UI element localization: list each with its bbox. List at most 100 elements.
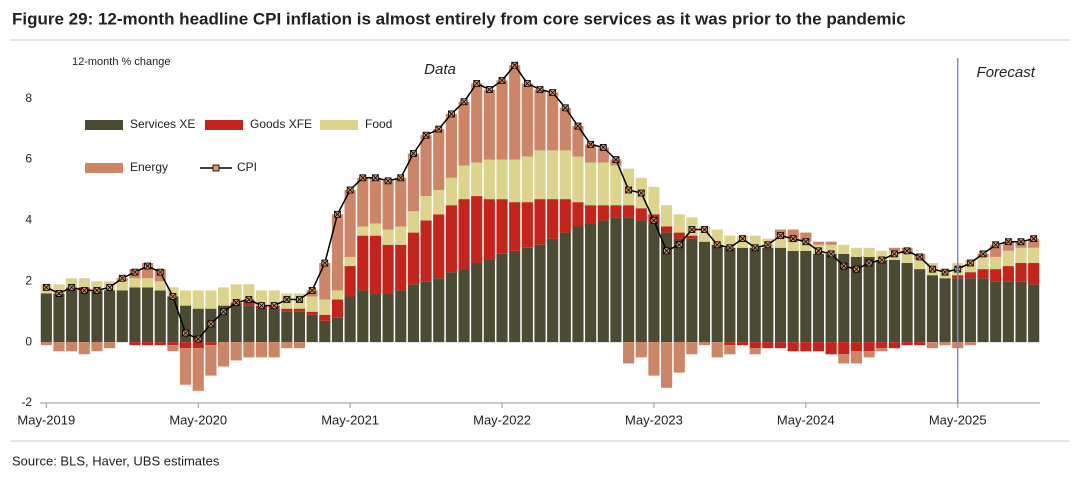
bar-segment xyxy=(357,177,369,227)
bar-segment xyxy=(357,235,369,291)
x-tick-label: May-2021 xyxy=(321,412,379,427)
bar-segment xyxy=(319,263,331,300)
bar-segment xyxy=(1002,250,1014,267)
bar-segment xyxy=(901,253,913,264)
bar-segment xyxy=(116,290,128,343)
bar-segment xyxy=(623,217,635,343)
bar-segment xyxy=(192,348,204,391)
bar-segment xyxy=(91,281,103,291)
bar-segment xyxy=(167,342,179,346)
cpi-marker xyxy=(853,265,860,273)
bar-segment xyxy=(939,342,951,346)
cpi-marker xyxy=(296,296,303,303)
bar-segment xyxy=(521,202,533,248)
bar-segment xyxy=(192,342,204,349)
bar-segment xyxy=(1028,284,1040,343)
bar-segment xyxy=(1002,281,1014,343)
bar-segment xyxy=(812,253,825,343)
cpi-marker xyxy=(283,296,291,303)
cpi-marker xyxy=(751,244,759,252)
bar-segment xyxy=(167,296,179,343)
bar-segment xyxy=(53,293,65,343)
cpi-marker xyxy=(789,235,797,243)
bar-segment xyxy=(344,296,356,343)
cpi-marker xyxy=(891,250,898,258)
bar-segment xyxy=(724,345,736,355)
bar-segment xyxy=(812,241,825,245)
bar-segment xyxy=(774,342,787,349)
bar-segment xyxy=(1015,263,1027,282)
bar-segment xyxy=(116,281,128,291)
bar-segment xyxy=(661,342,673,388)
bar-segment xyxy=(255,290,268,306)
bar-segment xyxy=(939,278,951,343)
bar-segment xyxy=(863,342,875,352)
cpi-marker xyxy=(118,274,126,282)
bar-segment xyxy=(382,293,394,343)
legend-label: CPI xyxy=(237,160,257,174)
bar-segment xyxy=(698,241,711,343)
bar-segment xyxy=(838,354,850,364)
cpi-marker xyxy=(625,186,633,194)
cpi-marker xyxy=(599,143,607,151)
cpi-marker xyxy=(258,302,265,310)
cpi-marker xyxy=(764,241,772,249)
cpi-marker xyxy=(207,320,215,328)
bar-segment xyxy=(914,259,926,270)
bar-segment xyxy=(331,214,344,291)
cpi-marker xyxy=(321,259,329,267)
cpi-marker xyxy=(713,241,721,249)
bar-segment xyxy=(142,342,154,346)
bar-segment xyxy=(40,342,52,346)
bar-segment xyxy=(635,342,647,358)
bar-segment xyxy=(255,342,268,358)
bar-segment xyxy=(78,342,90,355)
bar-segment xyxy=(192,308,204,343)
bar-segment xyxy=(876,348,888,352)
bar-segment xyxy=(268,342,280,358)
bar-segment xyxy=(1015,281,1027,343)
bar-segment xyxy=(990,281,1002,343)
bar-segment xyxy=(471,162,483,197)
bar-segment xyxy=(724,342,736,346)
cpi-marker xyxy=(979,250,987,258)
bar-segment xyxy=(838,253,850,343)
bar-segment xyxy=(762,247,774,343)
bar-segment xyxy=(104,290,116,343)
cpi-marker xyxy=(359,174,367,182)
x-tick-label: May-2020 xyxy=(169,412,227,427)
bar-segment xyxy=(243,305,255,343)
bar-segment xyxy=(559,107,571,151)
bar-segment xyxy=(142,263,154,279)
legend-label: Food xyxy=(365,117,392,131)
bar-segment xyxy=(572,156,584,203)
bar-segment xyxy=(711,229,723,245)
bar-segment xyxy=(534,89,546,151)
bar-segment xyxy=(433,214,445,279)
bar-segment xyxy=(369,235,382,294)
legend-marker xyxy=(212,164,220,172)
bar-segment xyxy=(420,196,432,221)
bar-segment xyxy=(382,229,394,245)
bar-segment xyxy=(496,253,508,343)
cpi-marker xyxy=(55,290,63,297)
bar-segment xyxy=(977,269,989,279)
bar-segment xyxy=(888,247,900,251)
bar-segment xyxy=(293,342,306,349)
bar-segment xyxy=(104,342,116,349)
cpi-marker xyxy=(270,302,278,310)
cpi-marker xyxy=(878,256,886,264)
annotation: Data xyxy=(424,61,456,78)
bar-segment xyxy=(585,205,597,224)
bar-segment xyxy=(78,290,90,343)
bar-segment xyxy=(850,256,863,343)
x-tick-label: May-2022 xyxy=(473,412,531,427)
cpi-marker xyxy=(688,226,696,233)
bar-segment xyxy=(673,342,685,373)
chart-title: Figure 29: 12-month headline CPI inflati… xyxy=(12,9,906,28)
bar-segment xyxy=(293,311,306,343)
bar-segment xyxy=(673,232,685,239)
bar-segment xyxy=(850,342,863,352)
bar-segment xyxy=(344,266,356,297)
bar-segment xyxy=(420,281,432,343)
